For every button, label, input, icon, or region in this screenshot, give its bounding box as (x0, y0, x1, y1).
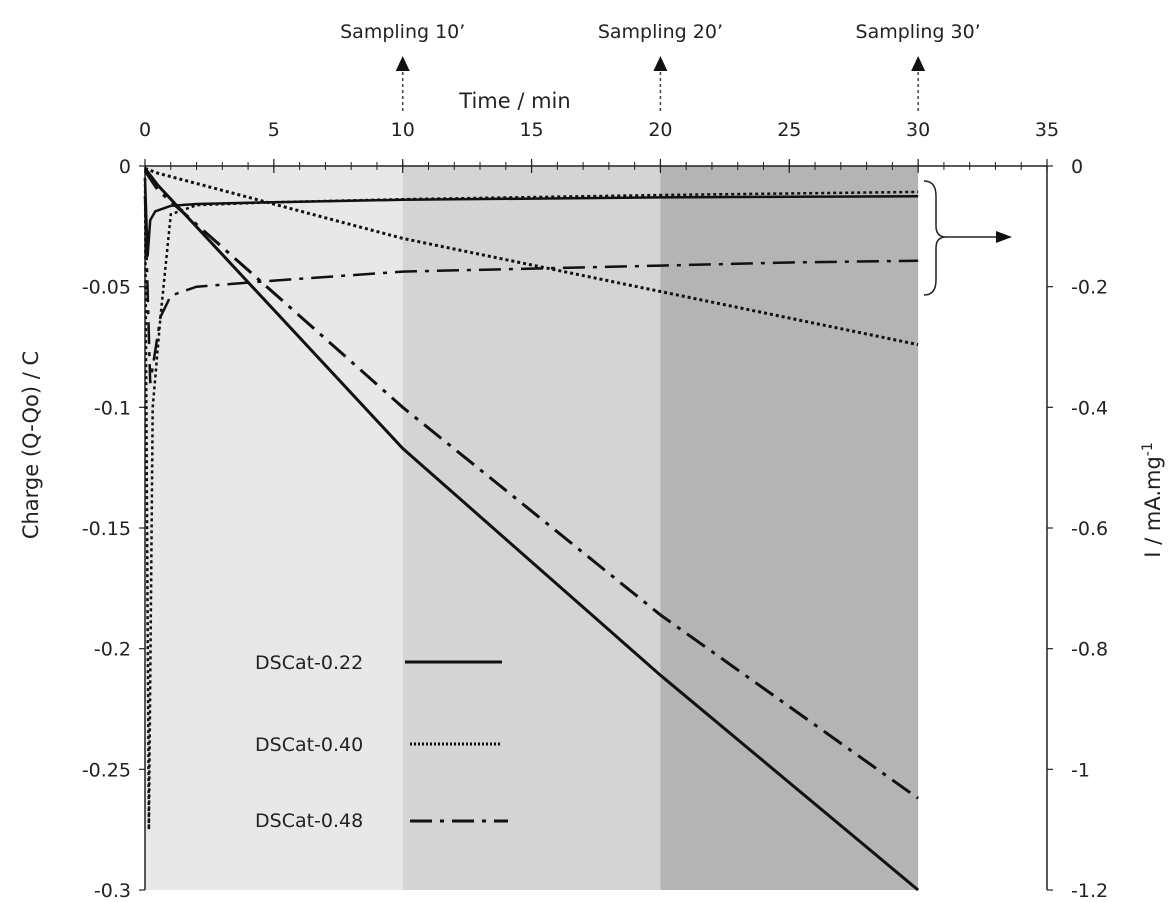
x-axis-title: Time / min (458, 89, 570, 113)
arrow-up-icon (395, 56, 410, 71)
y2-axis-title-main: I / mA.mg (1141, 456, 1165, 558)
y2-tick-label: 0 (1071, 156, 1083, 178)
y2-tick-label: -0.8 (1071, 639, 1108, 661)
ticks: 0 5 10 15 20 25 30 35 0 -0.05 -0.1 -0.15 -0.2 -0.25 -0… (82, 119, 1108, 902)
y2-tick-label: -1 (1071, 759, 1090, 781)
arrow-right-icon (996, 231, 1012, 243)
y-tick-label: -0.2 (94, 639, 131, 661)
x-tick-label: 35 (1035, 119, 1059, 141)
y2-axis-title: I / mA.mg-1 (1140, 442, 1165, 558)
legend-label-2: DSCat-0.40 (255, 734, 363, 756)
y-axis-title: Charge (Q-Qo) / C (19, 351, 43, 539)
y2-tick-label: -0.2 (1071, 277, 1108, 299)
x-tick-label: 15 (519, 119, 543, 141)
x-tick-label: 10 (391, 119, 415, 141)
y-tick-label: -0.25 (82, 759, 131, 781)
current-line-3 (143, 196, 919, 384)
series-lines (143, 166, 920, 892)
shaded-regions (145, 166, 919, 890)
arrow-up-icon (653, 56, 668, 71)
x-tick-label: 25 (777, 119, 801, 141)
y-tick-label: 0 (119, 156, 131, 178)
y2-axis-title-superscript: -1 (1140, 442, 1156, 456)
sampling-label-3: Sampling 30’ (856, 21, 981, 43)
curly-brace (923, 180, 947, 296)
charge-line-3 (143, 169, 919, 800)
sampling-label-2: Sampling 20’ (598, 21, 723, 43)
y2-tick-label: -1.2 (1071, 880, 1108, 902)
sampling-annotations: Sampling 10’ Sampling 20’ Sampling 30’ (340, 21, 981, 112)
x-tick-label: 30 (906, 119, 930, 141)
current-axis-brace (923, 180, 1012, 296)
charge-line-1 (143, 167, 920, 892)
y-tick-label: -0.3 (94, 880, 131, 902)
current-line-1 (143, 178, 919, 257)
sampling-label-1: Sampling 10’ (340, 21, 465, 43)
legend: DSCat-0.22 DSCat-0.40 DSCat-0.48 (255, 652, 508, 832)
x-tick-label: 5 (268, 119, 280, 141)
y-tick-label: -0.1 (94, 397, 131, 419)
x-tick-label: 20 (648, 119, 672, 141)
y-tick-label: -0.05 (82, 277, 131, 299)
arrow-up-icon (911, 56, 926, 71)
y-tick-label: -0.15 (82, 518, 131, 540)
y2-tick-label: -0.6 (1071, 518, 1108, 540)
x-tick-label: 0 (139, 119, 151, 141)
legend-label-1: DSCat-0.22 (255, 652, 363, 674)
legend-label-3: DSCat-0.48 (255, 810, 363, 832)
shaded-region-1 (145, 166, 403, 890)
y2-tick-label: -0.4 (1071, 397, 1108, 419)
shaded-region-2 (402, 166, 661, 890)
